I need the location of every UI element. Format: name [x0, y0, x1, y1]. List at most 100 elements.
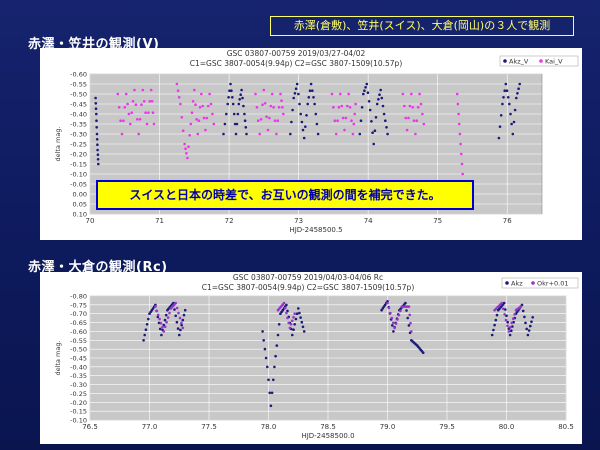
data-point — [410, 330, 413, 333]
x-tick-label: 76 — [503, 217, 512, 225]
data-point — [330, 92, 334, 96]
data-point — [405, 309, 408, 312]
data-point — [365, 82, 369, 86]
data-point — [164, 313, 168, 317]
data-point — [405, 128, 409, 132]
data-point — [185, 152, 188, 155]
data-point — [410, 92, 413, 96]
data-point — [187, 145, 190, 148]
data-point — [523, 315, 526, 319]
data-point — [500, 301, 504, 305]
legend — [499, 55, 579, 67]
data-point — [513, 313, 516, 316]
y-tick-label: -0.50 — [70, 346, 87, 354]
data-point — [117, 106, 121, 109]
data-point — [297, 92, 300, 96]
data-point — [188, 134, 191, 137]
y-tick-label: 0.10 — [73, 211, 87, 219]
data-point — [123, 106, 127, 109]
data-point — [182, 313, 186, 317]
data-point — [286, 309, 289, 313]
data-point — [364, 86, 367, 89]
data-point — [394, 322, 398, 325]
data-point — [177, 311, 180, 315]
data-point — [508, 333, 512, 337]
data-point — [160, 333, 163, 337]
data-point — [178, 316, 182, 320]
data-point — [208, 92, 211, 96]
data-point — [197, 119, 201, 122]
y-tick-label: 0.05 — [73, 201, 87, 209]
data-point — [386, 132, 389, 136]
data-point — [530, 320, 533, 323]
data-point — [158, 327, 162, 331]
y-tick-label: -0.40 — [70, 111, 87, 119]
data-point — [279, 92, 282, 96]
data-point — [406, 316, 410, 320]
data-point — [396, 318, 399, 321]
data-point — [94, 96, 97, 100]
data-point — [332, 106, 335, 109]
data-point — [140, 103, 143, 106]
legend-marker — [505, 281, 509, 285]
data-point — [418, 92, 421, 96]
data-point — [506, 324, 509, 328]
y-tick-label: 0.00 — [73, 191, 87, 199]
data-point — [147, 111, 150, 114]
data-point — [347, 92, 351, 96]
data-point — [404, 116, 408, 120]
data-point — [353, 112, 357, 116]
data-point — [494, 318, 498, 322]
data-point — [175, 306, 179, 310]
data-point — [311, 89, 314, 92]
data-point — [261, 103, 264, 106]
data-point — [397, 313, 401, 317]
data-point — [95, 119, 98, 122]
data-point — [504, 82, 508, 86]
data-point — [291, 108, 294, 112]
data-point — [181, 326, 185, 330]
y-tick-label: -0.50 — [70, 91, 87, 99]
data-point — [130, 111, 133, 114]
data-point — [411, 106, 415, 109]
x-tick-label: 70 — [86, 217, 95, 225]
data-point — [180, 321, 183, 325]
x-tick-label: 80.5 — [558, 423, 574, 431]
data-point — [286, 316, 289, 320]
data-point — [385, 126, 388, 129]
data-point — [302, 136, 306, 140]
data-point — [152, 122, 156, 126]
data-point — [122, 119, 125, 122]
data-point — [265, 115, 268, 118]
data-point — [407, 116, 410, 120]
data-point — [124, 92, 128, 96]
data-point — [370, 120, 373, 123]
data-point — [457, 122, 461, 126]
data-point — [300, 320, 304, 324]
data-point — [245, 132, 248, 136]
data-point — [339, 92, 342, 96]
data-point — [283, 306, 287, 310]
chart2-frame: GSC 03807-00759 2019/04/03-04/06 Rc C1=GS… — [40, 272, 582, 444]
data-point — [196, 132, 200, 136]
x-tick-label: 71 — [155, 217, 164, 225]
data-point — [229, 82, 232, 86]
data-point — [144, 328, 148, 331]
data-point — [180, 116, 184, 119]
data-point — [257, 119, 260, 122]
y-tick-label: -0.75 — [70, 301, 87, 309]
data-point — [390, 316, 394, 320]
data-point — [299, 112, 303, 116]
data-point — [235, 122, 239, 126]
x-tick-label: 77.0 — [142, 423, 158, 431]
data-point — [227, 96, 230, 99]
data-point — [151, 111, 155, 114]
data-point — [94, 102, 98, 105]
data-point — [298, 102, 301, 106]
data-point — [237, 102, 241, 106]
data-point — [96, 143, 99, 146]
data-point — [294, 87, 298, 90]
data-point — [175, 320, 179, 324]
data-point — [133, 88, 136, 92]
data-point — [189, 122, 193, 126]
